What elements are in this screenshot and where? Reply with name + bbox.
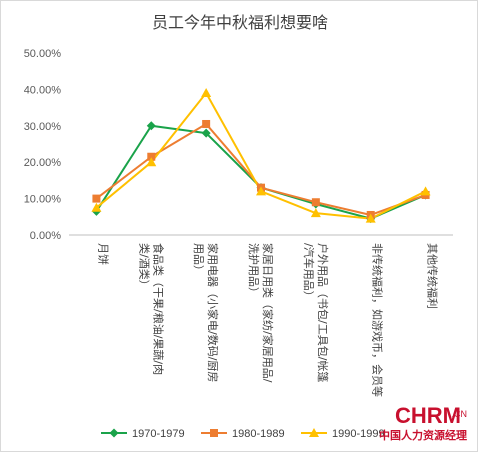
data-point-1990-1999 bbox=[420, 186, 431, 196]
x-tick-label-line: 家居日用类（家纺/家居用品/ bbox=[261, 243, 275, 383]
data-point-1970-1979 bbox=[146, 121, 156, 131]
series-line-1970-1979 bbox=[95, 124, 426, 220]
x-tick-label-line: 类/酒类） bbox=[137, 243, 151, 291]
x-tick-label-line: 其他传统福利 bbox=[426, 243, 440, 309]
x-tick-label-line: 非传统福利，如游戏币，会员等 bbox=[371, 243, 385, 397]
data-point-1990-1999 bbox=[91, 202, 102, 212]
x-tick-label-line: 户外用品（书包/工具包/帐篷 bbox=[316, 243, 330, 382]
x-tick-label: 月饼 bbox=[96, 243, 110, 265]
chrm-watermark: CHRM .CN 中国人力资源经理 bbox=[349, 403, 467, 443]
data-point-1980-1989 bbox=[92, 194, 101, 203]
x-tick-label: 非传统福利，如游戏币，会员等 bbox=[371, 243, 385, 397]
data-point-1990-1999 bbox=[146, 157, 157, 167]
data-point-1990-1999 bbox=[365, 213, 376, 223]
x-tick-label-line: 用品） bbox=[192, 243, 205, 276]
x-tick-label-line: 食品类（干果/粮油/果蔬/肉 bbox=[151, 243, 165, 375]
legend-marker bbox=[210, 429, 218, 437]
data-point-1990-1999 bbox=[256, 186, 266, 196]
watermark-subtitle: 中国人力资源经理 bbox=[379, 429, 467, 442]
watermark-suffix: .CN bbox=[451, 409, 468, 419]
x-tick-label-line: /汽车用品） bbox=[302, 243, 316, 302]
watermark-brand: CHRM bbox=[395, 403, 461, 428]
y-tick-label: 40.00% bbox=[24, 84, 62, 96]
y-tick-label: 50.00% bbox=[24, 48, 62, 60]
x-tick-label: 户外用品（书包/工具包/帐篷/汽车用品） bbox=[302, 243, 330, 382]
y-tick-label: 20.00% bbox=[24, 157, 62, 169]
series-line-1990-1999 bbox=[95, 92, 427, 220]
legend-label: 1980-1989 bbox=[232, 428, 285, 440]
data-point-1970-1979 bbox=[201, 128, 211, 138]
y-tick-label: 0.00% bbox=[30, 230, 61, 242]
x-tick-label: 其他传统福利 bbox=[426, 243, 440, 309]
data-point-1980-1989 bbox=[202, 119, 211, 128]
data-point-1990-1999 bbox=[201, 88, 212, 98]
legend-marker bbox=[309, 428, 319, 437]
y-tick-label: 10.00% bbox=[24, 194, 62, 206]
y-tick-label: 30.00% bbox=[24, 121, 62, 133]
x-tick-label: 食品类（干果/粮油/果蔬/肉类/酒类） bbox=[137, 243, 165, 375]
x-tick-label: 家居日用类（家纺/家居用品/洗护用品） bbox=[247, 243, 275, 383]
series-line-1980-1989 bbox=[95, 122, 426, 216]
x-tick-label-line: 月饼 bbox=[96, 243, 110, 265]
legend-label: 1970-1979 bbox=[132, 428, 185, 440]
legend-label: 1990-1999 bbox=[332, 428, 385, 440]
data-point-1980-1989 bbox=[311, 198, 320, 207]
data-point-1980-1989 bbox=[147, 152, 156, 161]
chart-title: 员工今年中秋福利想要啥 bbox=[151, 13, 328, 32]
x-tick-label-line: 洗护用品） bbox=[247, 243, 261, 298]
legend-marker bbox=[109, 428, 119, 438]
x-tick-label-line: 家用电器（小家电/数码/厨房 bbox=[206, 243, 220, 382]
data-point-1990-1999 bbox=[310, 208, 321, 218]
